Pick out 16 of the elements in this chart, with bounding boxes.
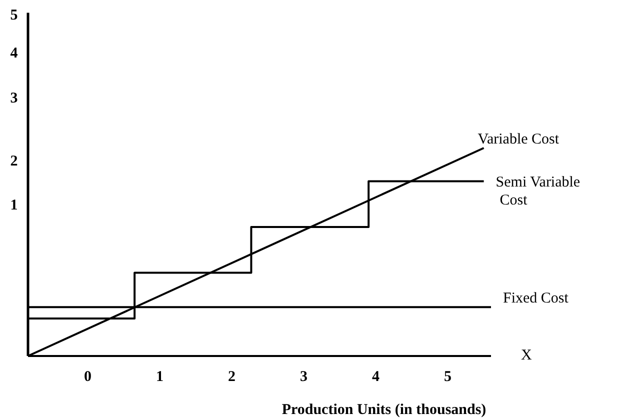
text: X: [521, 347, 532, 364]
series-label: Variable Cost: [478, 131, 560, 148]
text: 1: [10, 197, 18, 214]
text: 2: [10, 153, 18, 170]
x-tick-label: 0: [84, 369, 92, 385]
text: 4: [10, 45, 18, 62]
x-axis-title: Production Units (in thousands): [282, 402, 486, 418]
x-tick-label: 5: [444, 369, 452, 385]
x-tick-label: 3: [300, 369, 308, 385]
text: 3: [10, 90, 18, 106]
series-label: Fixed Cost: [503, 290, 570, 306]
x-tick-label: 1: [156, 369, 164, 385]
text: 5: [10, 7, 18, 24]
x-tick-label: 4: [372, 369, 380, 385]
x-tick-label: 2: [228, 369, 236, 385]
series-label: Semi Variable Cost: [496, 174, 580, 209]
